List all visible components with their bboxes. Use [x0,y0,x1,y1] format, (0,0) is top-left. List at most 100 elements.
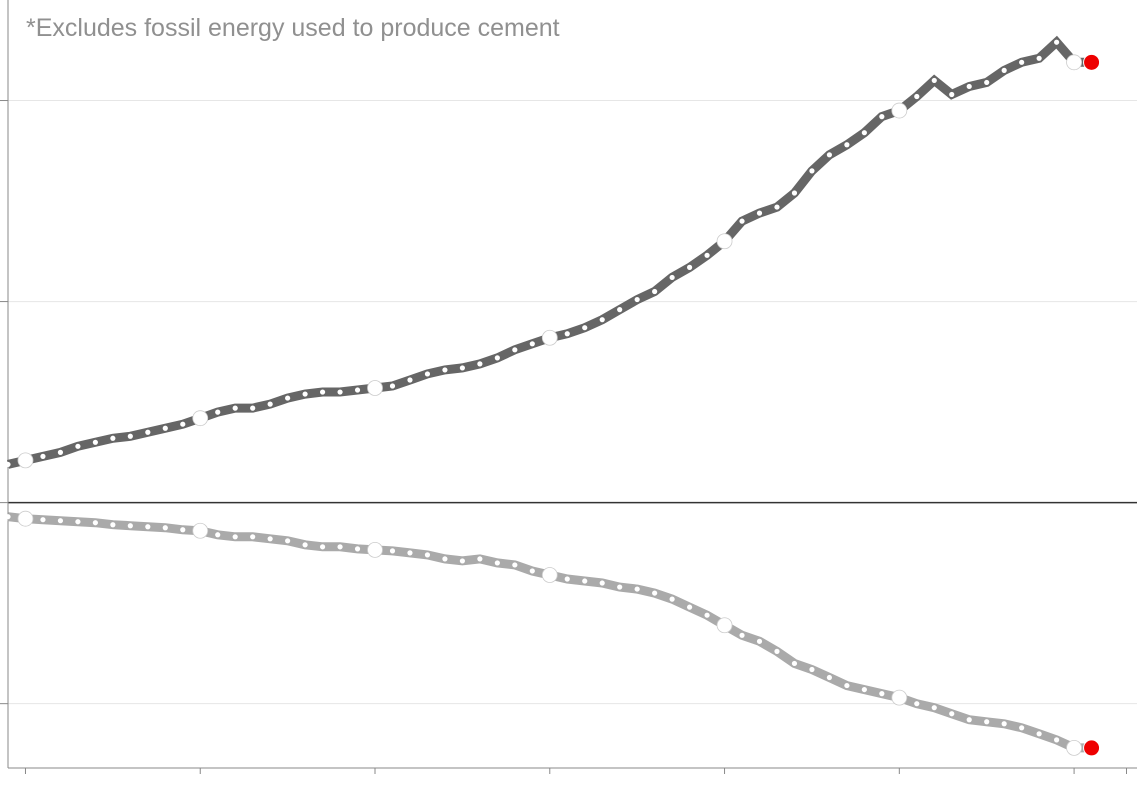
series-2-point [1054,737,1060,743]
series-1-point [966,83,972,90]
series-1-point [1019,59,1025,65]
series-1-point [634,296,640,303]
series-1-point [285,395,291,401]
series-1-point [389,383,396,389]
series-1-point [879,114,885,120]
series-1-point [756,210,763,216]
series-1-point [1036,55,1042,61]
series-1-point [582,325,588,331]
series-1-latest-point [1083,53,1101,71]
series-2-point [337,544,343,550]
series-1-point [40,453,46,459]
series-1-point [337,389,343,395]
series-2-point [389,548,396,554]
series-1-point [564,331,570,337]
series-2-point [686,604,693,610]
series-1-point [704,252,710,258]
series-1-point [442,367,448,373]
series-1-point [127,433,133,439]
series-1-point [529,341,535,347]
series-2-point [477,556,483,562]
series-1-major-point [1066,54,1082,71]
series-1-point [319,389,326,395]
series-2-point [774,648,780,654]
series-1-point [652,288,658,295]
series-2-point [442,556,448,562]
series-2-point [250,534,256,540]
series-2-point [40,517,46,523]
series-2-point [949,711,955,717]
series-2-point [285,538,291,544]
series-2-point [407,550,413,556]
series-2-major-point [891,689,908,706]
series-2-point [319,544,326,550]
series-2-point [145,524,151,530]
series-1-point [5,461,11,468]
series-1-point [809,168,815,174]
series-2-latest-point [1083,739,1101,757]
series-1-point [232,405,238,411]
series-1-point [145,429,151,435]
series-2-major-point [716,617,733,634]
series-1-point [686,264,693,270]
series-2-point [459,558,465,564]
series-1-point [1054,39,1060,45]
series-1-point [494,355,500,361]
series-1-point [459,365,465,371]
series-2-point [1019,725,1025,731]
series-2-major-point [192,522,209,539]
series-1-major-point [716,233,733,250]
series-1-point [180,421,186,427]
series-2-point [966,717,972,723]
series-2-point [5,514,11,520]
series-1-point [92,439,98,445]
series-1-point [477,361,483,367]
series-1-major-point [367,380,383,396]
series-2-point [564,576,570,582]
data-markers [5,39,1101,757]
series-2-point [652,590,658,596]
series-2-point [791,660,798,667]
series-2-point [215,532,221,538]
series-1-point [914,93,920,100]
series-1-point [739,218,745,224]
series-2-point [582,578,588,584]
series-1-point [861,130,867,136]
series-1-point [1001,67,1007,73]
series-2-point [809,666,815,673]
series-1-point [984,79,990,86]
series-2-point [424,552,431,558]
series-1-point [215,409,221,415]
series-2-point [634,586,640,592]
series-2-point [599,580,605,586]
series-1-point [669,274,675,281]
series-2-point [861,686,867,693]
series-1-point [949,91,955,98]
series-1-point [162,425,168,431]
series-2-point [180,527,186,533]
series-2-point [879,691,885,697]
series-2-point [302,542,308,548]
series-2-point [162,525,168,531]
series-2-major-point [367,541,383,558]
gridlines [8,100,1137,705]
series-1-point [75,443,81,449]
series-2-major-point [17,510,34,527]
series-2-point [931,705,937,711]
series-1-point [302,391,308,397]
series-2-point [914,701,920,707]
series-2-point [57,518,64,524]
series-2-point [1036,731,1042,737]
series-1-point [844,142,850,148]
series-1-point [57,449,64,455]
series-2-point [110,522,116,528]
series-1-major-point [541,329,558,346]
series-2-point [704,612,710,618]
series-2-point [75,519,81,525]
series-1-major-point [891,102,908,119]
footnote: *Excludes fossil energy used to produce … [26,14,560,42]
series-2-point [617,584,623,590]
series-1-point [617,307,623,313]
series-1-point [407,377,413,383]
